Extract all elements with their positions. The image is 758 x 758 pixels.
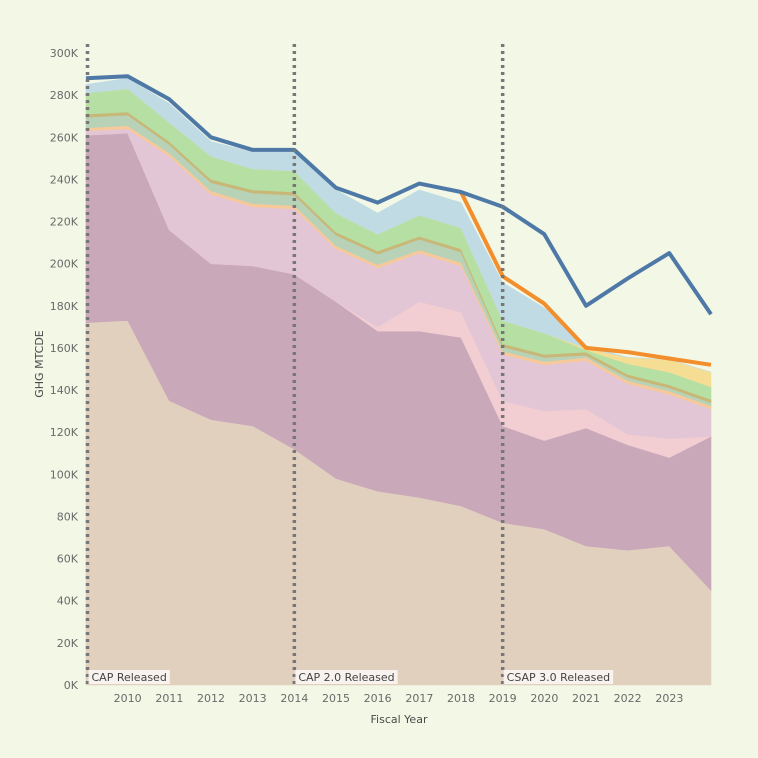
annotation-label-2: CAP 2.0 Released <box>298 671 394 684</box>
x-tick-label: 2012 <box>197 692 225 705</box>
x-axis-ticks: 2010 2011 2012 2013 2014 2015 2016 2017 2018 2019… <box>114 692 684 705</box>
annotation-label-bg-3 <box>503 670 614 684</box>
x-tick-label: 2019 <box>489 692 517 705</box>
y-tick-label: 120K <box>50 426 79 439</box>
total-line <box>85 74 713 316</box>
y-tick-label: 200K <box>50 258 79 271</box>
annotation-labels: CAP Released CAP 2.0 Released CSAP 3.0 Rel… <box>88 670 614 684</box>
x-tick-label: 2023 <box>655 692 683 705</box>
x-tick-label: 2011 <box>155 692 183 705</box>
x-tick-label: 2010 <box>114 692 142 705</box>
stacked-areas <box>85 77 712 686</box>
y-tick-label: 240K <box>50 173 79 186</box>
y-axis-ticks: 0K 20K 40K 60K 80K 100K 120K 140K 160K 180K 200K 22… <box>50 47 79 692</box>
x-tick-label: 2022 <box>614 692 642 705</box>
x-tick-label: 2017 <box>405 692 433 705</box>
y-tick-label: 0K <box>64 679 79 692</box>
y-tick-label: 100K <box>50 468 79 481</box>
x-tick-label: 2014 <box>280 692 308 705</box>
annotation-label-1: CAP Released <box>92 671 167 684</box>
y-tick-label: 220K <box>50 216 79 229</box>
x-tick-label: 2016 <box>364 692 392 705</box>
x-tick-label: 2020 <box>530 692 558 705</box>
y-tick-label: 260K <box>50 131 79 144</box>
annotation-label-bg-1 <box>88 670 170 684</box>
y-tick-label: 20K <box>57 637 79 650</box>
annotation-lines <box>85 44 505 685</box>
x-tick-label: 2021 <box>572 692 600 705</box>
y-tick-label: 40K <box>57 595 79 608</box>
annotation-label-bg-2 <box>295 670 398 684</box>
x-axis-title: Fiscal Year <box>371 713 428 726</box>
y-tick-label: 300K <box>50 47 79 60</box>
y-tick-label: 80K <box>57 510 79 523</box>
y-tick-label: 60K <box>57 553 79 566</box>
x-tick-label: 2013 <box>239 692 267 705</box>
y-tick-label: 180K <box>50 300 79 313</box>
y-axis-title: GHG MTCDE <box>33 330 46 398</box>
y-tick-label: 140K <box>50 384 79 397</box>
y-tick-label: 280K <box>50 89 79 102</box>
y-tick-label: 160K <box>50 342 79 355</box>
x-tick-label: 2015 <box>322 692 350 705</box>
annotation-label-3: CSAP 3.0 Released <box>507 671 610 684</box>
x-tick-label: 2018 <box>447 692 475 705</box>
